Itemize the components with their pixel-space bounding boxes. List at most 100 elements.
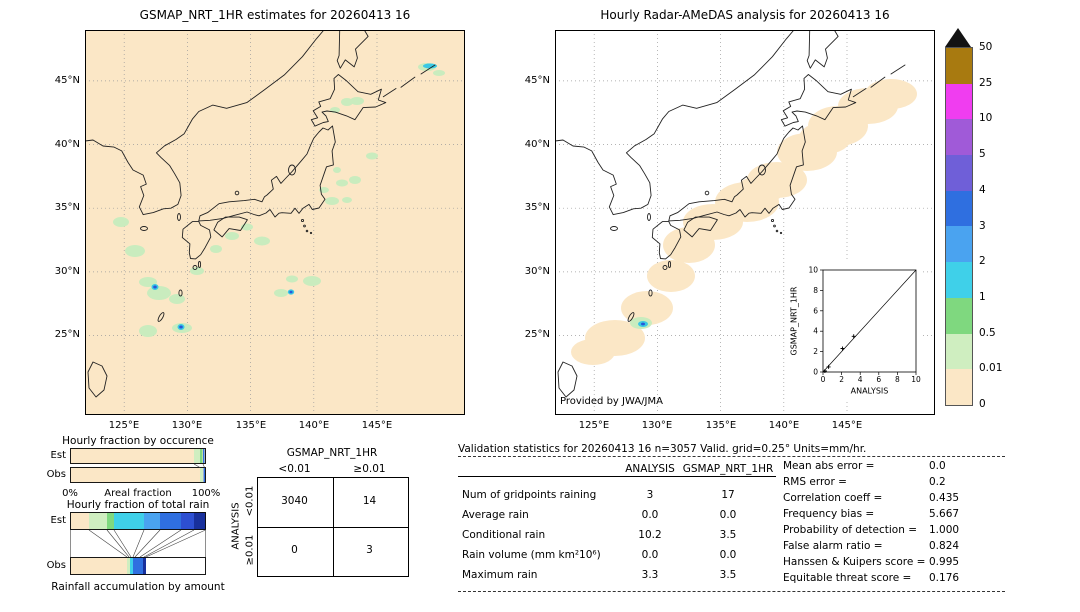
- metric-label: Equitable threat score =: [783, 572, 912, 584]
- contingency-col-header: <0.01: [278, 463, 311, 475]
- stats-row-label: Conditional rain: [462, 529, 546, 541]
- colorbar-segment: [946, 369, 972, 405]
- colorbar-tick-label: 3: [979, 220, 986, 232]
- map-gridlines: [85, 30, 465, 415]
- colorbar-segment: [946, 83, 972, 120]
- metric-label: Correlation coeff =: [783, 492, 883, 504]
- lon-tick-label: 145°E: [361, 420, 393, 431]
- colorbar-segment: [946, 48, 972, 84]
- lat-tick-label: 45°N: [524, 75, 550, 86]
- lat-tick-label: 40°N: [524, 139, 550, 150]
- right-map-title: Hourly Radar-AMeDAS analysis for 2026041…: [600, 8, 890, 22]
- metric-label: Frequency bias =: [783, 508, 875, 520]
- metric-value: 5.667: [929, 508, 960, 520]
- colorbar-segment: [946, 297, 972, 334]
- contingency-cell: 3040: [281, 495, 308, 507]
- lon-tick-label: 135°E: [235, 420, 267, 431]
- metric-label: Mean abs error =: [783, 460, 875, 472]
- lon-tick-label: 125°E: [578, 420, 610, 431]
- inset-y-tick: 8: [813, 286, 818, 295]
- colorbar-segment: [946, 190, 972, 227]
- lat-tick-label: 30°N: [524, 266, 550, 277]
- light-rain-patches: [113, 63, 445, 337]
- inset-y-tick: 4: [813, 327, 818, 336]
- inset-scatter-plot: 0 2 4 6 8 10 0 2 4 6 8 10 ANALYSIS GSMAP…: [786, 259, 923, 402]
- stats-analysis-value: 10.2: [638, 529, 662, 541]
- inset-y-tick: 10: [808, 266, 818, 275]
- colorbar-tick-label: 10: [979, 112, 993, 124]
- colorbar-tick-label: 5: [979, 148, 986, 160]
- metric-row: Frequency bias = 5.667: [783, 507, 1005, 522]
- credit-text: Provided by JWA/JMA: [560, 396, 663, 407]
- stats-divider-top: [458, 456, 1005, 457]
- metric-row: Probability of detection = 1.000: [783, 523, 1005, 538]
- colorbar-tick-label: 2: [979, 255, 986, 267]
- scatter-markers: [822, 334, 856, 373]
- lon-tick-label: 130°E: [171, 420, 203, 431]
- colorbar-tick-label: 0: [979, 398, 986, 410]
- stats-analysis-value: 0.0: [641, 549, 659, 561]
- metric-row: RMS error = 0.2: [783, 475, 1005, 490]
- lat-tick-label: 35°N: [54, 202, 80, 213]
- colorbar-overflow-triangle: [945, 28, 971, 47]
- stats-col-header-analysis: ANALYSIS: [625, 463, 675, 475]
- colorbar-segment: [946, 262, 972, 298]
- stats-row-label: Rain volume (mm km²10⁶): [462, 549, 601, 561]
- rainfall-accumulation-title: Rainfall accumulation by amount: [51, 581, 225, 593]
- contingency-grid: [257, 477, 409, 577]
- stats-analysis-value: 0.0: [641, 509, 659, 521]
- metric-value: 1.000: [929, 524, 960, 536]
- stats-title: Validation statistics for 20260413 16 n=…: [458, 443, 867, 455]
- colorbar-tick-label: 0.5: [979, 327, 996, 339]
- lon-tick-label: 140°E: [768, 420, 800, 431]
- metric-value: 0.0: [929, 460, 946, 472]
- lon-tick-label: 130°E: [641, 420, 673, 431]
- colorbar-tick-label: 50: [979, 41, 993, 53]
- inset-y-tick: 6: [813, 306, 818, 315]
- metric-row: Hanssen & Kuipers score = 0.995: [783, 555, 1005, 570]
- metric-label: Probability of detection =: [783, 524, 918, 536]
- lat-tick-label: 40°N: [54, 139, 80, 150]
- metric-row: False alarm ratio = 0.824: [783, 539, 1005, 554]
- obs-row-label: Obs: [46, 560, 66, 571]
- contingency-cell: 14: [362, 495, 377, 507]
- inset-x-tick: 0: [821, 375, 826, 384]
- metric-row: Equitable threat score = 0.176: [783, 571, 1005, 586]
- lat-tick-label: 30°N: [54, 266, 80, 277]
- lon-tick-label: 145°E: [831, 420, 863, 431]
- colorbar-segment: [946, 155, 972, 191]
- stats-row-label: Maximum rain: [462, 569, 538, 581]
- stats-analysis-value: 3: [646, 489, 654, 501]
- metric-row: Correlation coeff = 0.435: [783, 491, 1005, 506]
- colorbar: [945, 47, 973, 406]
- est-row-label: Est: [50, 515, 66, 526]
- stats-divider-bottom: [458, 591, 1005, 592]
- metric-label: False alarm ratio =: [783, 540, 883, 552]
- contingency-col-header: ≥0.01: [353, 463, 386, 475]
- lon-tick-label: 125°E: [108, 420, 140, 431]
- contingency-table-title: GSMAP_NRT_1HR: [286, 447, 378, 459]
- stats-row-label: Average rain: [462, 509, 529, 521]
- metric-value: 0.2: [929, 476, 946, 488]
- inset-x-axis-label: ANALYSIS: [851, 387, 889, 396]
- metric-value: 0.995: [929, 556, 960, 568]
- contingency-row-header: ≥0.01: [244, 534, 256, 566]
- lat-tick-label: 25°N: [524, 329, 550, 340]
- stats-gsmap-value: 3.5: [719, 569, 737, 581]
- lon-tick-label: 135°E: [705, 420, 737, 431]
- contingency-row-header: <0.01: [244, 485, 256, 517]
- inset-x-tick: 4: [858, 375, 863, 384]
- inset-x-tick: 2: [839, 375, 844, 384]
- inset-x-tick: 6: [876, 375, 881, 384]
- inset-y-axis-label: GSMAP_NRT_1HR: [790, 286, 799, 355]
- colorbar-segment: [946, 119, 972, 156]
- stats-row-label: Num of gridpoints raining: [462, 489, 597, 501]
- inset-x-tick: 8: [895, 375, 900, 384]
- radar-amedas-map: 0 2 4 6 8 10 0 2 4 6 8 10 ANALYSIS GSMAP…: [555, 30, 935, 415]
- metric-label: RMS error =: [783, 476, 847, 488]
- stats-gsmap-value: 0.0: [719, 549, 737, 561]
- areal-fraction-axis-label: Areal fraction: [104, 488, 172, 499]
- gsmap-estimate-map: [85, 30, 465, 415]
- stats-gsmap-value: 3.5: [719, 529, 737, 541]
